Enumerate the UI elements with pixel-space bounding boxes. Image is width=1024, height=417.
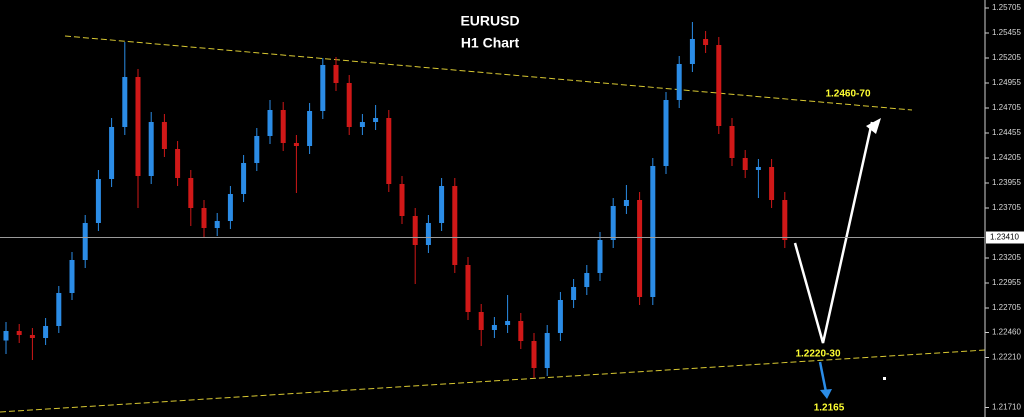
y-tick-label: 1.25705 — [992, 3, 1021, 12]
forecast-arrow — [793, 121, 874, 344]
candle-body — [755, 167, 761, 170]
candle-body — [320, 65, 326, 111]
candle-body — [676, 64, 682, 100]
candle-body — [742, 158, 748, 170]
candle-body — [333, 65, 339, 83]
candle-body — [650, 166, 656, 297]
y-tick-label: 1.24205 — [992, 153, 1021, 162]
y-tick-label: 1.22210 — [992, 353, 1021, 362]
candle-body — [267, 110, 273, 136]
candle-body — [716, 45, 722, 126]
candle-body — [729, 126, 735, 158]
candle-body — [557, 300, 563, 333]
candle-body — [241, 163, 247, 194]
y-tick-label: 1.24705 — [992, 103, 1021, 112]
chart-subtitle: H1 Chart — [461, 35, 520, 51]
annotation: 1.2165 — [814, 403, 845, 414]
candle-body — [571, 287, 577, 300]
candle-body — [43, 326, 49, 338]
candle-body — [478, 312, 484, 330]
y-tick-label: 1.23205 — [992, 253, 1021, 262]
candle-body — [610, 206, 616, 240]
y-tick-label: 1.22955 — [992, 278, 1021, 287]
candle-body — [373, 118, 379, 122]
candle-body — [386, 118, 392, 184]
dot — [883, 377, 886, 380]
candle-body — [293, 143, 299, 146]
candle-body — [359, 122, 365, 127]
candle-body — [3, 331, 9, 341]
arrow-head — [866, 118, 881, 134]
candle-body — [491, 325, 497, 330]
candle-body — [227, 194, 233, 221]
y-tick-label: 1.25455 — [992, 28, 1021, 37]
candle-body — [188, 178, 194, 208]
y-tick-label: 1.23705 — [992, 203, 1021, 212]
candle-body — [425, 223, 431, 245]
candle-body — [214, 221, 220, 228]
candle-body — [439, 186, 445, 223]
y-tick-label: 1.24955 — [992, 78, 1021, 87]
candle-body — [16, 331, 22, 335]
candle-body — [623, 200, 629, 206]
annotation: 1.2220-30 — [795, 349, 840, 360]
y-tick-label: 1.24455 — [992, 128, 1021, 137]
last-price-label: 1.23410 — [990, 233, 1019, 242]
annotation: 1.2460-70 — [825, 89, 870, 100]
candle-body — [161, 122, 167, 149]
candle-body — [782, 200, 788, 240]
candle-body — [95, 179, 101, 223]
candle-body — [637, 200, 643, 297]
chart-title: EURUSD — [460, 13, 519, 29]
y-tick-label: 1.22460 — [992, 328, 1021, 337]
support-line — [0, 349, 986, 413]
candle-body — [399, 184, 405, 216]
candle-body — [254, 136, 260, 163]
candle-body — [69, 260, 75, 293]
candle-body — [122, 77, 128, 127]
candle-body — [29, 335, 35, 338]
y-tick-label: 1.22705 — [992, 303, 1021, 312]
candle-body — [703, 39, 709, 45]
candle-body — [148, 122, 154, 176]
y-tick-label: 1.23955 — [992, 178, 1021, 187]
candle-body — [346, 83, 352, 127]
candle-body — [505, 321, 511, 325]
candle-body — [452, 186, 458, 265]
candle-body — [663, 100, 669, 166]
y-tick-label: 1.25205 — [992, 53, 1021, 62]
candle-body — [597, 240, 603, 273]
candle-body — [689, 39, 695, 64]
candle-body — [307, 111, 313, 146]
candle-body — [56, 293, 62, 326]
candle-body — [769, 167, 775, 200]
candle-body — [584, 273, 590, 287]
candle-body — [531, 341, 537, 368]
y-tick-label: 1.21710 — [992, 403, 1021, 412]
candle-body — [544, 333, 550, 368]
candle-body — [518, 321, 524, 341]
resistance-line — [64, 35, 913, 111]
candle-body — [109, 127, 115, 179]
candle-body — [412, 216, 418, 245]
down-arrow — [818, 361, 828, 393]
candle-body — [82, 223, 88, 260]
candle-body — [280, 110, 286, 143]
candle-body — [465, 265, 471, 312]
candles — [3, 22, 788, 378]
last-price-box — [986, 231, 1024, 244]
candle-body — [175, 149, 181, 178]
candle-body — [135, 77, 141, 176]
down-arrow-head — [820, 389, 832, 399]
candle-body — [201, 208, 207, 228]
